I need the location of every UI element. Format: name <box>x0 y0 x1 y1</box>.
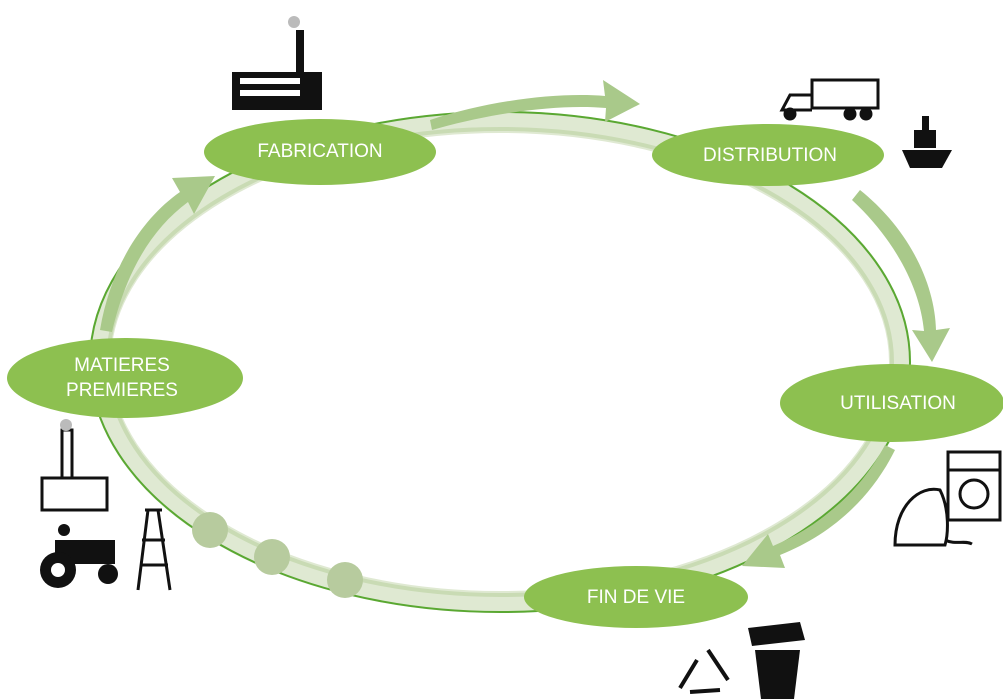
bin-icon <box>748 622 805 699</box>
derrick-icon <box>138 510 170 590</box>
dots <box>192 512 363 598</box>
node-label: UTILISATION <box>840 393 956 414</box>
node: DISTRIBUTION <box>652 124 884 186</box>
node-label: MATIERES <box>74 355 170 376</box>
truck-icon <box>782 80 878 119</box>
node-label: FIN DE VIE <box>587 587 685 608</box>
node-label: DISTRIBUTION <box>703 145 837 166</box>
node: UTILISATION <box>780 364 1003 442</box>
node: MATIERES PREMIERES <box>7 338 243 418</box>
node: FABRICATION <box>204 119 436 185</box>
ship-icon <box>902 116 952 168</box>
tractor-icon <box>40 524 118 588</box>
factory-icon <box>232 16 322 110</box>
industry-icon <box>42 419 107 510</box>
washing-machine-icon <box>948 452 1000 520</box>
life-cycle-diagram: FABRICATION DISTRIBUTION UTILISATION FIN… <box>0 0 1003 699</box>
recycle-icon <box>680 650 728 692</box>
node-label: FABRICATION <box>257 141 382 162</box>
node-label: PREMIERES <box>66 380 178 401</box>
node: FIN DE VIE <box>524 566 748 628</box>
